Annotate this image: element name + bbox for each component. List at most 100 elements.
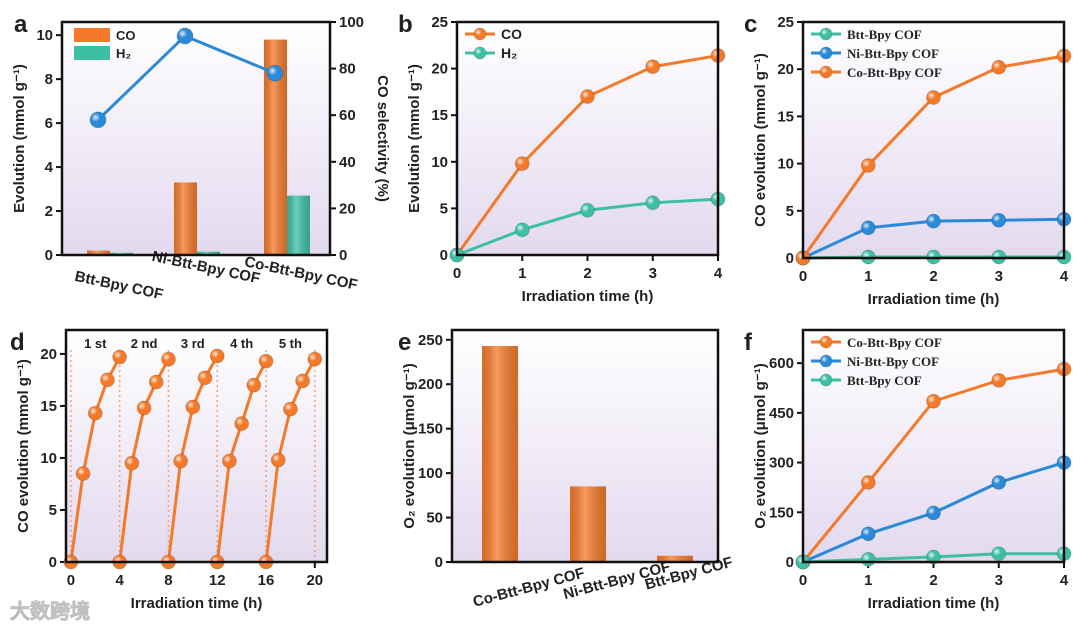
- y2-tick-label: 40: [339, 154, 356, 171]
- y-tick-label: 450: [769, 405, 794, 422]
- data-point-highlight: [515, 222, 530, 237]
- data-point-highlight: [307, 352, 322, 367]
- y2-tick-label: 0: [339, 247, 347, 264]
- x-axis-label: Irradiation time (h): [522, 288, 654, 305]
- data-point-highlight: [283, 402, 298, 417]
- plot-frame: [64, 328, 329, 564]
- x-tick-label: 1: [864, 268, 872, 285]
- data-point-highlight: [820, 66, 832, 78]
- legend-label: H₂: [116, 46, 131, 61]
- x-tick-label: 8: [164, 572, 172, 589]
- x-tick-label: 4: [115, 572, 124, 589]
- y-tick-label: 5: [49, 502, 57, 519]
- y-tick-label: 300: [769, 455, 794, 472]
- x-tick-label: 16: [258, 572, 275, 589]
- data-point-highlight: [926, 214, 941, 229]
- data-point-highlight: [991, 475, 1006, 490]
- x-axis-label: Irradiation time (h): [868, 595, 1000, 612]
- panel-b: b 0 5 10 15 20 25 0 1 2 3 4 Evolution (mmol g⁻¹) Irra…: [398, 11, 726, 305]
- cycle-label: 5 th: [279, 336, 302, 351]
- y-tick-label: 20: [777, 61, 794, 78]
- y2-tick-label: 80: [339, 61, 356, 78]
- data-point-highlight: [90, 111, 106, 128]
- data-point-highlight: [861, 158, 876, 173]
- y2-tick-label: 20: [339, 200, 356, 217]
- y2-axis-label: CO selectivity (%): [374, 75, 391, 202]
- plot-area: [803, 330, 1064, 562]
- plot-frame: [450, 328, 720, 564]
- plot-area: [66, 330, 327, 562]
- panel-letter: a: [14, 11, 28, 38]
- x-tick-label: 0: [799, 268, 807, 285]
- x-tick-label: 4: [1060, 572, 1069, 589]
- cycle-label: 4 th: [230, 336, 253, 351]
- data-point-highlight: [259, 354, 274, 369]
- legend-label: Co-Btt-Bpy COF: [847, 65, 942, 80]
- data-point-highlight: [991, 373, 1006, 388]
- legend-label: Ni-Btt-Bpy COF: [847, 354, 939, 369]
- x-tick-label: 0: [799, 572, 807, 589]
- data-point-highlight: [185, 399, 200, 414]
- y-tick-label: 0: [45, 247, 53, 264]
- y2-tick-label: 100: [339, 14, 364, 31]
- data-point-highlight: [991, 60, 1006, 75]
- bar-shading: [197, 251, 220, 255]
- data-point-highlight: [474, 47, 486, 59]
- x-axis-label: Irradiation time (h): [868, 291, 1000, 308]
- y-tick-label: 8: [45, 71, 53, 88]
- x-tick-label: 3: [995, 268, 1003, 285]
- data-point-highlight: [926, 550, 941, 565]
- cycle-label: 2 nd: [131, 336, 158, 351]
- cycle-label: 1 st: [84, 336, 107, 351]
- legend-label: H₂: [501, 45, 517, 61]
- watermark: 大数跨境: [10, 599, 90, 623]
- data-point-highlight: [820, 336, 832, 348]
- y-axis-label: O₂ evolution (μmol g⁻¹): [401, 363, 418, 528]
- y-tick-label: 0: [440, 247, 448, 264]
- data-point-highlight: [820, 374, 832, 386]
- data-point-highlight: [295, 373, 310, 388]
- panel-letter: e: [398, 329, 411, 356]
- bar-shading: [174, 182, 197, 255]
- data-point-highlight: [926, 394, 941, 409]
- y-axis-label: CO evolution (mmol g⁻¹): [15, 359, 32, 533]
- y-axis-label: Evolution (mmol g⁻¹): [406, 64, 423, 213]
- panel-c: c 0 5 10 15 20 25 0 1 2 3 4 CO evolution (mmol g⁻¹) I…: [744, 11, 1072, 308]
- y-tick-label: 0: [786, 554, 794, 571]
- data-point-highlight: [246, 378, 261, 393]
- plot-frame: [801, 328, 1066, 564]
- data-point-highlight: [861, 552, 876, 567]
- x-tick-label: 3: [649, 265, 657, 282]
- legend-label: Btt-Bpy COF: [847, 27, 922, 42]
- x-tick-label: 2: [583, 265, 591, 282]
- y-tick-label: 4: [45, 159, 54, 176]
- legend-label: Btt-Bpy COF: [847, 373, 922, 388]
- legend-label: Co-Btt-Bpy COF: [847, 335, 942, 350]
- x-tick-label: 2: [929, 268, 937, 285]
- plot-area: [457, 22, 718, 255]
- panel-f: f 0 150 300 450 600 0 1 2 3 4 O₂ evolution (μmol g⁻…: [744, 328, 1072, 612]
- panel-letter: f: [744, 329, 753, 356]
- data-point-highlight: [137, 401, 152, 416]
- data-point-highlight: [820, 355, 832, 367]
- bar-shading: [570, 486, 606, 562]
- y-tick-label: 600: [769, 355, 794, 372]
- panel-d: d 0 5 10 15 20 0 4 8 12 16 20 CO evolution (mmol g⁻¹…: [10, 328, 329, 612]
- data-point-highlight: [161, 352, 176, 367]
- legend-label: CO: [501, 26, 522, 42]
- data-point-highlight: [861, 475, 876, 490]
- data-point-highlight: [267, 65, 283, 82]
- y-tick-label: 2: [45, 203, 53, 220]
- data-point-highlight: [100, 372, 115, 387]
- x-tick-label: 12: [209, 572, 226, 589]
- data-point-highlight: [88, 406, 103, 421]
- data-point-highlight: [580, 203, 595, 218]
- y-tick-label: 6: [45, 115, 53, 132]
- data-point-highlight: [149, 375, 164, 390]
- y-tick-label: 100: [418, 465, 443, 482]
- panel-letter: b: [398, 11, 413, 38]
